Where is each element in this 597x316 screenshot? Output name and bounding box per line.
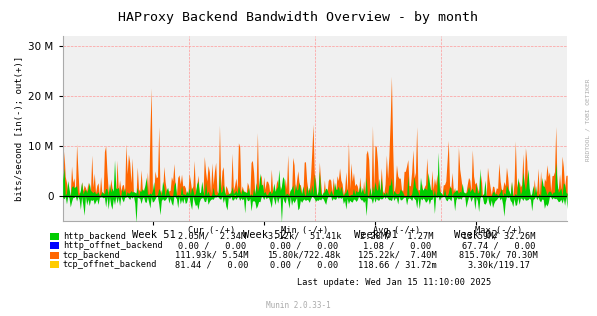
Text: 2.05M/  2.34M: 2.05M/ 2.34M <box>178 232 246 241</box>
Text: http_offnet_backend: http_offnet_backend <box>63 241 162 250</box>
Text: 3.12k/  51.41k: 3.12k/ 51.41k <box>267 232 341 241</box>
Text: 2.28M/   1.27M: 2.28M/ 1.27M <box>360 232 434 241</box>
Text: HAProxy Backend Bandwidth Overview - by month: HAProxy Backend Bandwidth Overview - by … <box>118 11 479 24</box>
Text: Avg (-/+): Avg (-/+) <box>373 226 421 235</box>
Text: tcp_backend: tcp_backend <box>63 251 121 260</box>
Text: RRDTOOL / TOBI OETIKER: RRDTOOL / TOBI OETIKER <box>586 79 590 161</box>
Text: http_backend: http_backend <box>63 232 126 241</box>
Text: 1.08 /   0.00: 1.08 / 0.00 <box>363 241 431 250</box>
Text: 0.00 /   0.00: 0.00 / 0.00 <box>178 241 246 250</box>
Text: 3.30k/119.17: 3.30k/119.17 <box>467 260 530 269</box>
Text: 0.00 /   0.00: 0.00 / 0.00 <box>270 241 338 250</box>
Text: 81.44 /   0.00: 81.44 / 0.00 <box>175 260 249 269</box>
Text: Munin 2.0.33-1: Munin 2.0.33-1 <box>266 301 331 310</box>
Text: 13.59M/ 32.26M: 13.59M/ 32.26M <box>461 232 536 241</box>
Text: 125.22k/  7.40M: 125.22k/ 7.40M <box>358 251 436 260</box>
Y-axis label: bits/second [in(-); out(+)]: bits/second [in(-); out(+)] <box>16 56 24 201</box>
Text: 118.66 / 31.72m: 118.66 / 31.72m <box>358 260 436 269</box>
Text: tcp_offnet_backend: tcp_offnet_backend <box>63 260 157 269</box>
Text: Min (-/+): Min (-/+) <box>281 226 328 235</box>
Text: 15.80k/722.48k: 15.80k/722.48k <box>267 251 341 260</box>
Text: 67.74 /   0.00: 67.74 / 0.00 <box>461 241 536 250</box>
Text: 0.00 /   0.00: 0.00 / 0.00 <box>270 260 338 269</box>
Text: Max (-/+): Max (-/+) <box>475 226 522 235</box>
Text: 111.93k/ 5.54M: 111.93k/ 5.54M <box>175 251 249 260</box>
Text: Cur (-/+): Cur (-/+) <box>188 226 236 235</box>
Text: 815.70k/ 70.30M: 815.70k/ 70.30M <box>459 251 538 260</box>
Text: Last update: Wed Jan 15 11:10:00 2025: Last update: Wed Jan 15 11:10:00 2025 <box>297 278 491 287</box>
